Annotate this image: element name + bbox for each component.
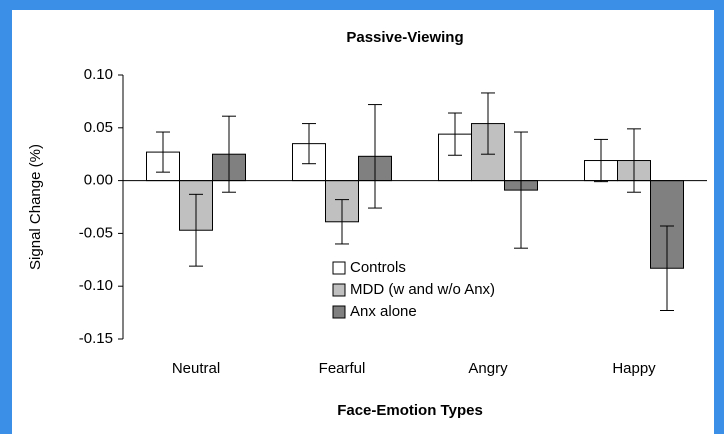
y-tick-label: 0.05: [84, 119, 113, 136]
error-bar: [660, 225, 674, 311]
legend-label: Controls: [350, 259, 406, 276]
chart-title: Passive-Viewing: [346, 29, 463, 46]
error-bar: [514, 131, 528, 249]
error-bar: [368, 104, 382, 209]
legend-swatch: [332, 261, 346, 275]
error-bar: [448, 112, 462, 156]
error-bar: [594, 138, 608, 183]
y-tick-label: 0.10: [84, 66, 113, 83]
error-bar: [222, 115, 236, 193]
legend-label: MDD (w and w/o Anx): [350, 281, 495, 298]
error-bar: [335, 199, 349, 245]
legend-swatch: [332, 283, 346, 297]
error-bar: [156, 131, 170, 173]
y-tick-label: -0.10: [79, 277, 113, 294]
y-tick-label: -0.15: [79, 330, 113, 347]
legend-swatch: [332, 305, 346, 319]
x-tick-label: Neutral: [172, 360, 220, 377]
y-tick-label: -0.05: [79, 224, 113, 241]
legend-label: Anx alone: [350, 303, 417, 320]
x-tick-label: Angry: [468, 360, 508, 377]
error-bar: [189, 193, 203, 267]
x-axis-label: Face-Emotion Types: [337, 402, 483, 419]
chart-background: [12, 10, 714, 434]
y-tick-label: 0.00: [84, 172, 113, 189]
x-tick-label: Fearful: [319, 360, 366, 377]
error-bar: [627, 128, 641, 193]
y-axis-label: Signal Change (%): [27, 144, 44, 270]
error-bar: [302, 123, 316, 165]
error-bar: [481, 92, 495, 155]
x-tick-label: Happy: [612, 360, 656, 377]
